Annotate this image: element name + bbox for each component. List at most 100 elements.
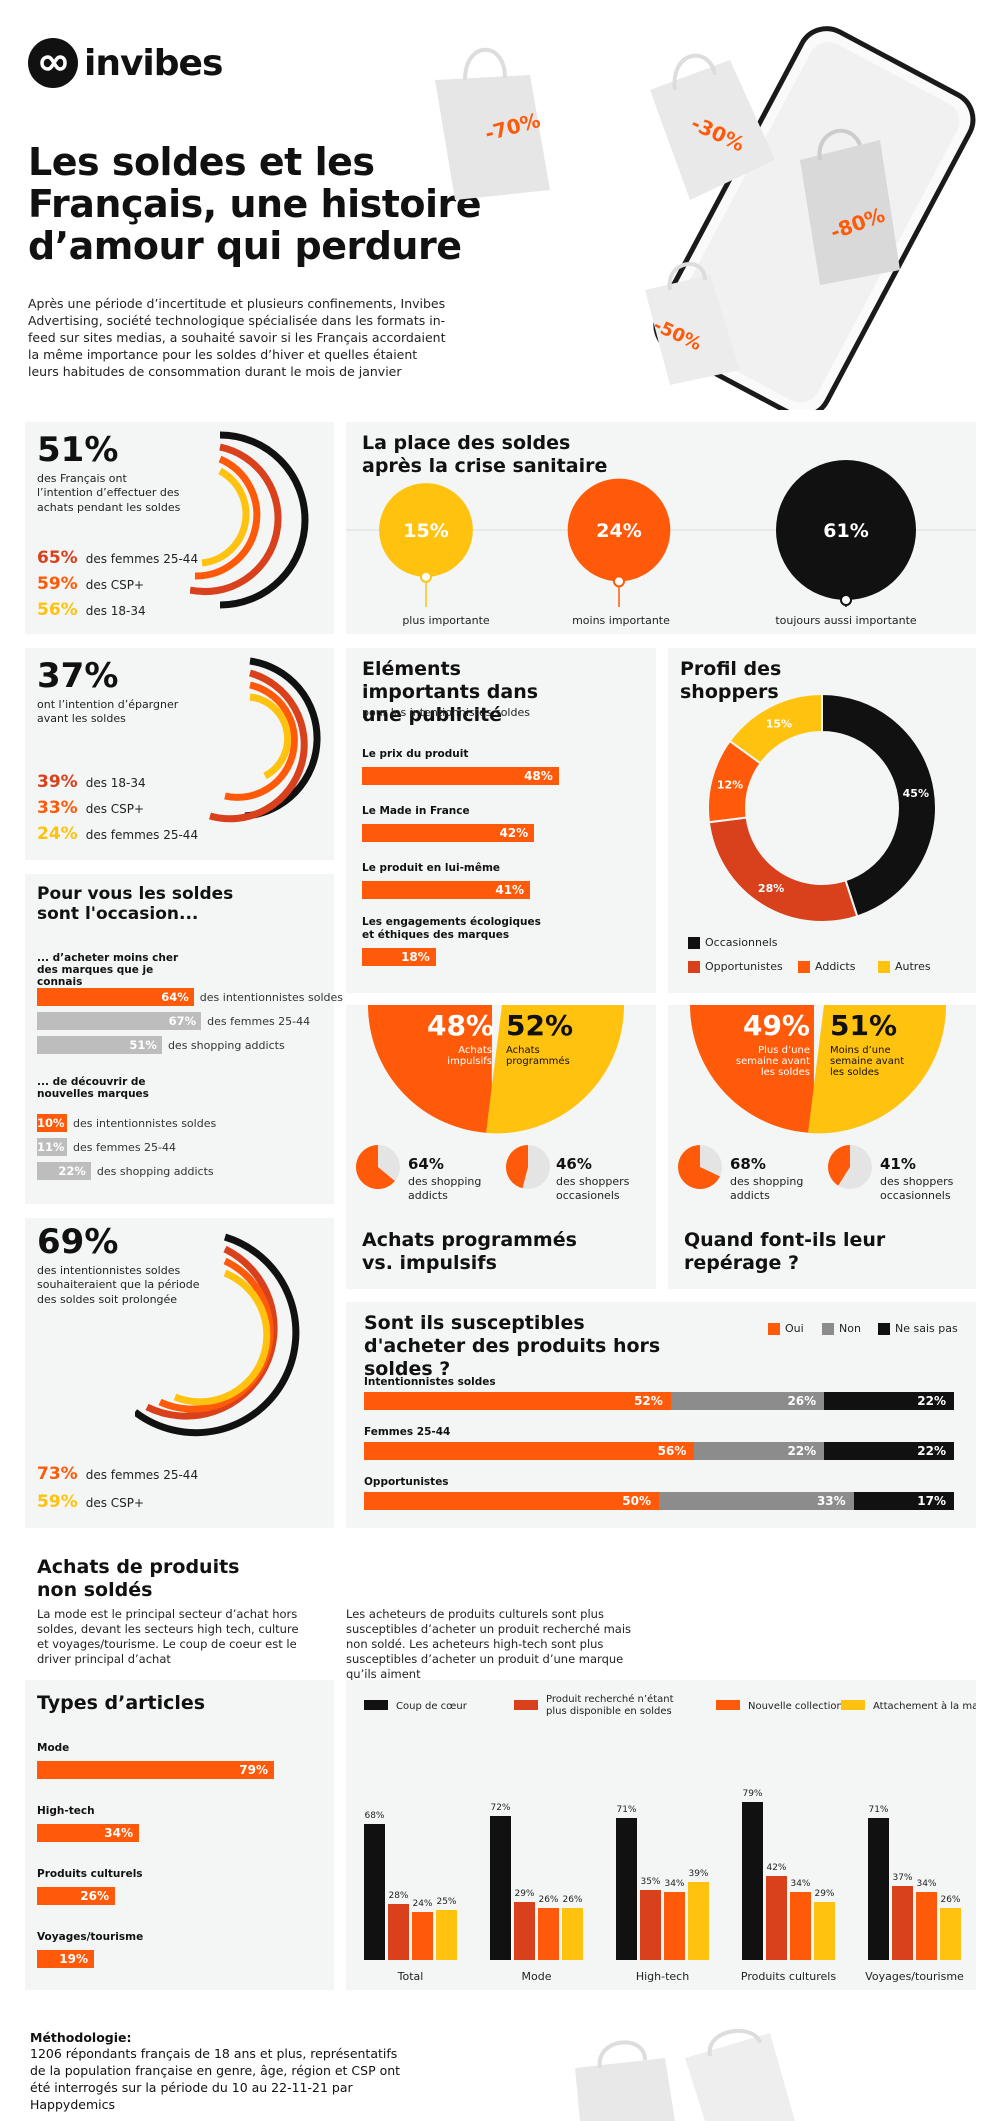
drivers-legend-swatch-1 <box>364 1700 388 1710</box>
scout-left-label: Plus d’une semaine avant les soldes <box>735 1045 810 1078</box>
scout-mini-1-slice <box>678 1145 720 1189</box>
place-circle-1 <box>379 483 473 577</box>
impulse-mini-2-slice <box>506 1145 528 1189</box>
outside-stack-3: 50% 33% 17% <box>364 1492 954 1510</box>
ad-bar-4: 18% <box>362 948 436 967</box>
intent-label: des Français ont l’intention d’effectuer… <box>37 472 181 514</box>
extend-value: 69% <box>37 1222 119 1262</box>
drivers-card: Coup de cœur Produit recherché n’étant plu… <box>346 1680 976 1990</box>
methodo-title: Méthodologie: <box>30 2030 132 2045</box>
types-label-1: Mode <box>37 1742 70 1754</box>
hero-illustration: -70% -30% -80% -50% <box>435 26 976 410</box>
drivers-legend-label-1: Coup de cœur <box>396 1701 468 1712</box>
place-label-2: moins importante <box>572 614 670 627</box>
save-stat-2: 33% des CSP+ <box>37 798 145 818</box>
save-value: 37% <box>37 656 119 696</box>
occasion-bar-1-3: 51% <box>37 1036 162 1054</box>
types-title: Types d’articles <box>37 1692 206 1714</box>
drivers-bar-5-3 <box>916 1892 937 1960</box>
impulse-mini-2-value: 46% <box>556 1155 592 1173</box>
nonsale-text-left: La mode est le principal secteur d’achat… <box>37 1607 299 1666</box>
occasion-label-2-3: des shopping addicts <box>96 1164 214 1178</box>
place-circle-3 <box>776 460 916 600</box>
occasion-label-2-1: des intentionnistes soldes <box>73 1116 217 1130</box>
impulse-mini-1-value: 64% <box>408 1155 444 1173</box>
outside-row-label-1: Intentionnistes soldes <box>364 1376 496 1388</box>
drivers-bar-5-4 <box>940 1908 961 1960</box>
occasion-bar-1-2: 67% <box>37 1012 202 1030</box>
drivers-bar-2-3 <box>538 1908 559 1960</box>
occasion-group-1-title: ... d’acheter moins cher des marques que… <box>37 952 179 988</box>
impulse-right-label: Achats programmés <box>506 1045 570 1067</box>
ad-bar-label-2: Le Made in France <box>362 805 470 817</box>
extend-card: 69% des intentionnistes soldes souhaiter… <box>25 1218 334 1528</box>
ad-bar-3: 41% <box>362 881 531 900</box>
drivers-bar-label-3-4: 39% <box>688 1869 708 1879</box>
ad-bar-1: 48% <box>362 767 559 786</box>
impulse-mini-1-slice <box>356 1145 395 1189</box>
occasion-title: Pour vous les soldes sont l'occasion... <box>37 884 234 925</box>
scout-mini-2-label: des shoppers occasionnels <box>880 1175 954 1203</box>
ad-bar-label-4: Les engagements écologiques et éthiques … <box>362 916 541 942</box>
occasion-row-1-2: 67% des femmes 25-44 <box>37 1012 310 1030</box>
outside-seg-3-2: 33% <box>659 1492 854 1510</box>
profile-slice-label-2: 28% <box>758 882 784 895</box>
save-arcs <box>209 657 321 823</box>
occasion-card: Pour vous les soldes sont l'occasion... … <box>25 874 343 1204</box>
types-label-2: High-tech <box>37 1805 95 1817</box>
scout-mini-1-value: 68% <box>730 1155 766 1173</box>
drivers-bar-1-4 <box>436 1910 457 1960</box>
outside-seg-3-3: 17% <box>853 1492 954 1510</box>
profile-donut: 45% 28% 12% 15% <box>707 692 937 923</box>
scout-chart <box>678 1005 947 1189</box>
place-value-3: 61% <box>823 520 868 542</box>
nonsale-text-right: Les acheteurs de produits culturels sont… <box>346 1607 632 1681</box>
scout-slice-left <box>690 1005 814 1133</box>
occasion-group-2-title: ... de découvrir de nouvelles marques <box>37 1076 149 1100</box>
outside-seg-1-1: 52% <box>364 1392 671 1410</box>
intent-stat-1: 65% des femmes 25-44 <box>37 548 199 568</box>
scout-right-label: Moins d’une semaine avant les soldes <box>830 1045 905 1078</box>
bag-70-illustration: -70% <box>435 47 550 200</box>
profile-card: Profil des shoppers 45% 28% 12% 15% Occasio… <box>668 648 976 993</box>
outside-card: Sont ils susceptibles d'acheter des prod… <box>346 1302 976 1528</box>
place-bubble-3: 61% <box>776 460 916 607</box>
place-dot-1 <box>420 570 432 583</box>
ad-subtitle: pour les intentionnistes soldes <box>362 706 530 719</box>
place-title: La place des soldes après la crise sanit… <box>362 432 608 477</box>
occasion-label-1-3: des shopping addicts <box>167 1038 285 1052</box>
occasion-bar-1-1: 64% <box>37 988 194 1006</box>
scout-left-value: 49% <box>742 1009 810 1042</box>
profile-legend-2: Opportunistes <box>688 960 783 974</box>
drivers-bar-4-4 <box>814 1902 835 1960</box>
drivers-bar-label-4-1: 79% <box>742 1789 762 1799</box>
place-value-1: 15% <box>403 520 448 542</box>
occasion-bar-2-3: 22% <box>37 1162 91 1180</box>
impulse-title: Achats programmés vs. impulsifs <box>362 1229 577 1274</box>
drivers-chart: Coup de cœur Produit recherché n’étant plu… <box>364 1693 976 1983</box>
save-card: 37% ont l’intention d’épargner avant les… <box>25 648 334 860</box>
drivers-bar-label-5-2: 37% <box>892 1873 912 1883</box>
drivers-bar-label-2-3: 26% <box>538 1895 558 1905</box>
place-bubble-1: 15% <box>379 483 473 607</box>
outside-seg-2-1: 56% <box>364 1442 695 1460</box>
outside-legend-oui: Oui <box>768 1322 804 1336</box>
impulse-chart <box>356 1005 625 1189</box>
types-bar-2: 34% <box>37 1824 139 1843</box>
scout-slice-right <box>808 1005 947 1134</box>
occasion-label-2-2: des femmes 25-44 <box>73 1140 177 1154</box>
bag-80-illustration: -80% <box>800 128 900 285</box>
drivers-bar-5-2 <box>892 1886 913 1960</box>
profile-slice-1 <box>821 692 937 918</box>
occasion-row-2-1: 10% des intentionnistes soldes <box>37 1114 216 1132</box>
ad-card: Eléments importants dans une publicité p… <box>346 648 656 993</box>
impulse-card: 48% Achats impulsifs 52% Achats programm… <box>346 1005 656 1289</box>
scout-card: 49% Plus d’une semaine avant les soldes … <box>668 1005 976 1289</box>
drivers-bar-2-4 <box>562 1908 583 1960</box>
drivers-legend-swatch-3 <box>716 1700 740 1710</box>
impulse-right-value: 52% <box>506 1009 574 1042</box>
place-bubble-2: 24% <box>567 478 671 607</box>
occasion-row-2-2: 11% des femmes 25-44 <box>37 1138 176 1156</box>
types-bar-4: 19% <box>37 1950 94 1969</box>
impulse-slice-left-shape <box>367 1005 492 1133</box>
